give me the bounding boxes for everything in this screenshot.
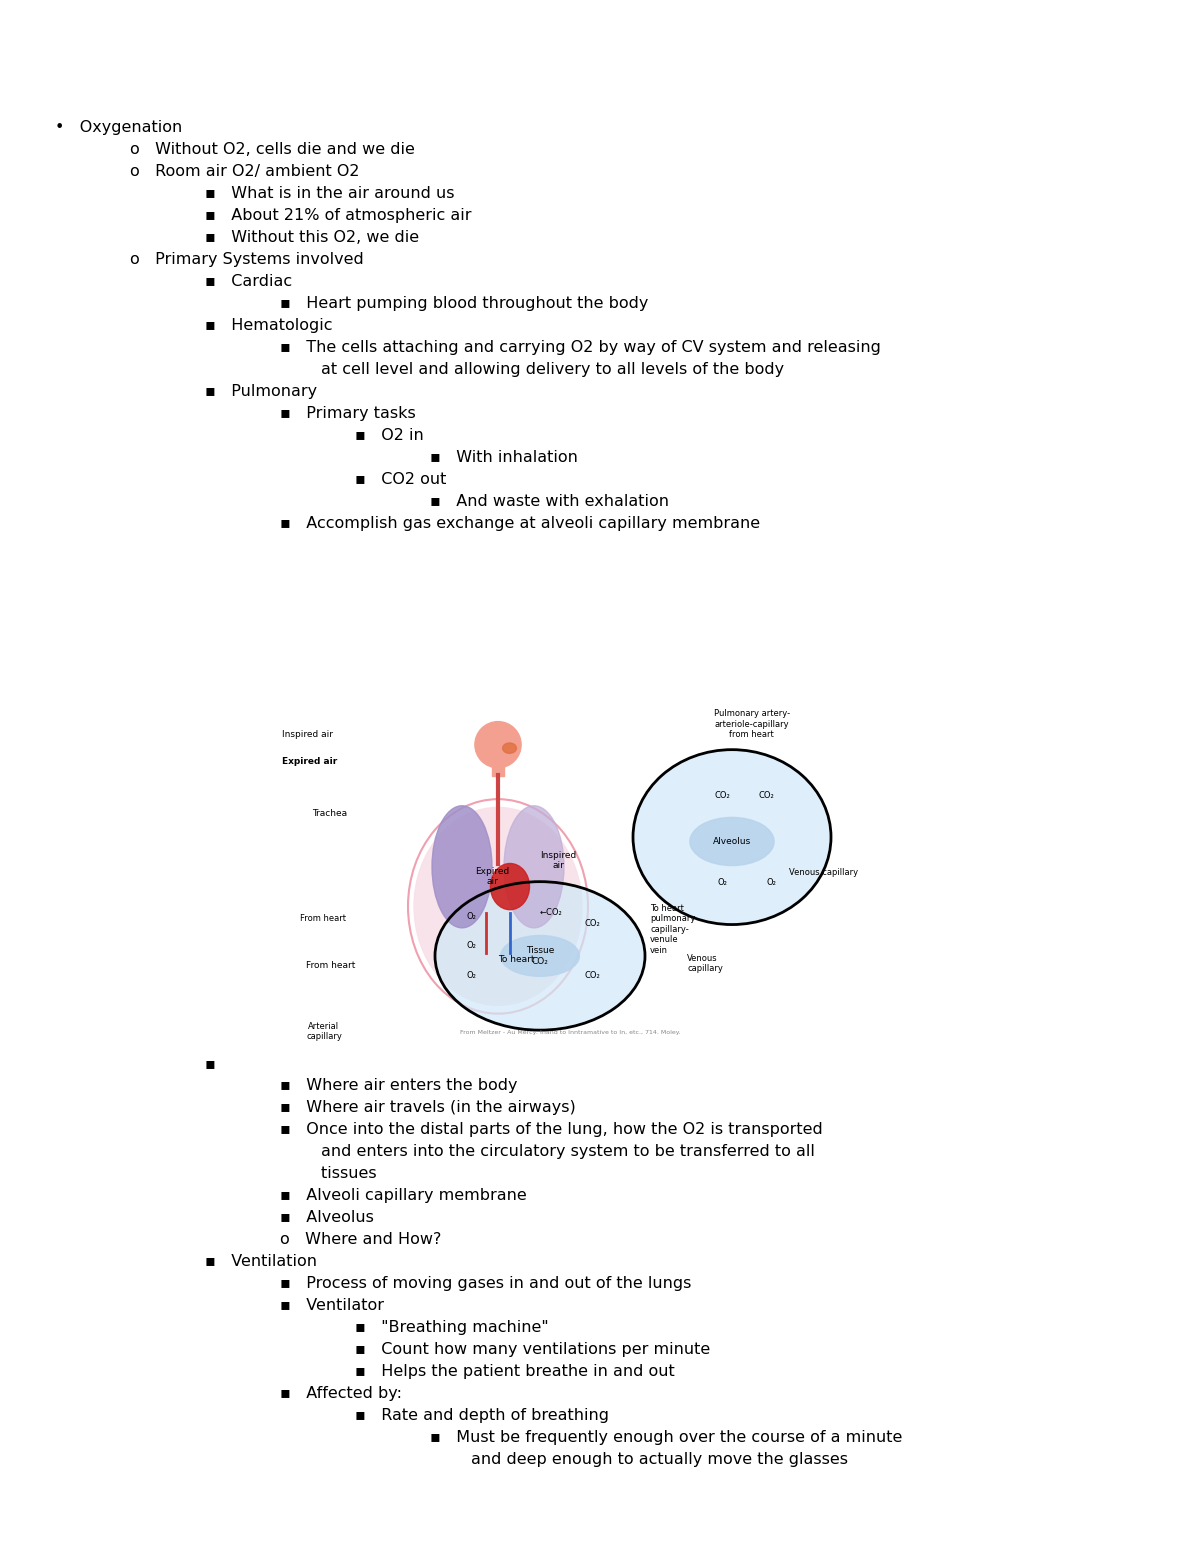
Text: ▪   Ventilation: ▪ Ventilation: [205, 1253, 317, 1269]
Text: Pulmonary artery-
arteriole-capillary
from heart: Pulmonary artery- arteriole-capillary fr…: [714, 710, 790, 739]
Text: o   Where and How?: o Where and How?: [280, 1232, 442, 1247]
Text: at cell level and allowing delivery to all levels of the body: at cell level and allowing delivery to a…: [280, 362, 784, 377]
Text: ▪   Rate and depth of breathing: ▪ Rate and depth of breathing: [355, 1409, 610, 1423]
Text: Expired
air: Expired air: [475, 867, 509, 887]
Text: CO₂: CO₂: [584, 919, 600, 929]
Text: ▪   Pulmonary: ▪ Pulmonary: [205, 384, 317, 399]
Text: ▪   Cardiac: ▪ Cardiac: [205, 273, 292, 289]
Text: ▪   Affected by:: ▪ Affected by:: [280, 1385, 402, 1401]
Text: CO₂: CO₂: [584, 971, 600, 980]
Text: ▪   The cells attaching and carrying O2 by way of CV system and releasing: ▪ The cells attaching and carrying O2 by…: [280, 340, 881, 356]
Text: ←CO₂: ←CO₂: [539, 909, 562, 918]
Text: •   Oxygenation: • Oxygenation: [55, 120, 182, 135]
Text: From heart: From heart: [306, 961, 355, 971]
Ellipse shape: [491, 863, 529, 910]
Text: ▪   Heart pumping blood throughout the body: ▪ Heart pumping blood throughout the bod…: [280, 297, 648, 311]
Text: ▪   Accomplish gas exchange at alveoli capillary membrane: ▪ Accomplish gas exchange at alveoli cap…: [280, 516, 760, 531]
Text: o   Room air O2/ ambient O2: o Room air O2/ ambient O2: [130, 165, 360, 179]
Text: Tissue
CO₂: Tissue CO₂: [526, 946, 554, 966]
Text: To heart
pulmonary
capillary-
venule
vein: To heart pulmonary capillary- venule vei…: [650, 904, 696, 955]
Text: ▪   With inhalation: ▪ With inhalation: [430, 450, 578, 464]
Text: ▪   Alveolus: ▪ Alveolus: [280, 1210, 374, 1225]
Text: O₂: O₂: [467, 912, 476, 921]
Text: Alveolus: Alveolus: [713, 837, 751, 846]
Text: Trachea: Trachea: [312, 809, 347, 818]
Text: ▪   CO2 out: ▪ CO2 out: [355, 472, 446, 488]
Ellipse shape: [504, 806, 564, 927]
Text: To heart: To heart: [498, 955, 534, 964]
Text: O₂: O₂: [718, 877, 727, 887]
Text: o   Primary Systems involved: o Primary Systems involved: [130, 252, 364, 267]
Ellipse shape: [634, 750, 830, 924]
Bar: [270, 714, 870, 1045]
Text: Arterial
capillary: Arterial capillary: [306, 1022, 342, 1042]
Text: ▪   Without this O2, we die: ▪ Without this O2, we die: [205, 230, 419, 245]
Text: ▪   "Breathing machine": ▪ "Breathing machine": [355, 1320, 548, 1336]
Text: and deep enough to actually move the glasses: and deep enough to actually move the gla…: [430, 1452, 848, 1468]
Ellipse shape: [690, 817, 774, 865]
Text: ▪: ▪: [205, 1056, 216, 1072]
Text: Inspired air: Inspired air: [282, 730, 334, 739]
Text: ▪   Primary tasks: ▪ Primary tasks: [280, 405, 415, 421]
Text: ▪   Count how many ventilations per minute: ▪ Count how many ventilations per minute: [355, 1342, 710, 1357]
Text: Venous
capillary: Venous capillary: [686, 954, 722, 974]
Bar: [492, 764, 504, 776]
Text: O₂: O₂: [467, 971, 476, 980]
Text: ▪   Once into the distal parts of the lung, how the O2 is transported: ▪ Once into the distal parts of the lung…: [280, 1121, 823, 1137]
Text: From Meltzer - Au Mercy: Inand to Inntramative to In, etc., 714. Moley.: From Meltzer - Au Mercy: Inand to Inntra…: [460, 1030, 680, 1036]
Ellipse shape: [432, 806, 492, 927]
Text: ▪   And waste with exhalation: ▪ And waste with exhalation: [430, 494, 670, 509]
Text: ▪   O2 in: ▪ O2 in: [355, 429, 424, 443]
Text: and enters into the circulatory system to be transferred to all: and enters into the circulatory system t…: [280, 1145, 815, 1159]
Text: CO₂: CO₂: [758, 790, 774, 800]
Text: Venous capillary: Venous capillary: [788, 868, 858, 876]
Text: ▪   Process of moving gases in and out of the lungs: ▪ Process of moving gases in and out of …: [280, 1277, 691, 1291]
Text: CO₂: CO₂: [714, 790, 730, 800]
Text: ▪   About 21% of atmospheric air: ▪ About 21% of atmospheric air: [205, 208, 472, 224]
Ellipse shape: [500, 935, 580, 977]
Ellipse shape: [503, 742, 516, 753]
Text: From heart: From heart: [300, 915, 346, 924]
Text: ▪   Where air enters the body: ▪ Where air enters the body: [280, 1078, 517, 1093]
Text: ▪   Where air travels (in the airways): ▪ Where air travels (in the airways): [280, 1100, 576, 1115]
Text: O₂: O₂: [767, 877, 776, 887]
Text: ▪   What is in the air around us: ▪ What is in the air around us: [205, 186, 455, 200]
Text: ▪   Helps the patient breathe in and out: ▪ Helps the patient breathe in and out: [355, 1364, 674, 1379]
Text: ▪   Alveoli capillary membrane: ▪ Alveoli capillary membrane: [280, 1188, 527, 1204]
Text: ▪   Hematologic: ▪ Hematologic: [205, 318, 332, 332]
Ellipse shape: [436, 882, 646, 1030]
Ellipse shape: [414, 808, 582, 1005]
Text: Inspired
air: Inspired air: [540, 851, 576, 870]
Text: O₂: O₂: [467, 941, 476, 950]
Text: ▪   Ventilator: ▪ Ventilator: [280, 1298, 384, 1312]
Circle shape: [475, 722, 521, 767]
Text: o   Without O2, cells die and we die: o Without O2, cells die and we die: [130, 141, 415, 157]
Text: tissues: tissues: [280, 1166, 377, 1180]
Text: ▪   Must be frequently enough over the course of a minute: ▪ Must be frequently enough over the cou…: [430, 1430, 902, 1444]
Text: Expired air: Expired air: [282, 756, 337, 766]
